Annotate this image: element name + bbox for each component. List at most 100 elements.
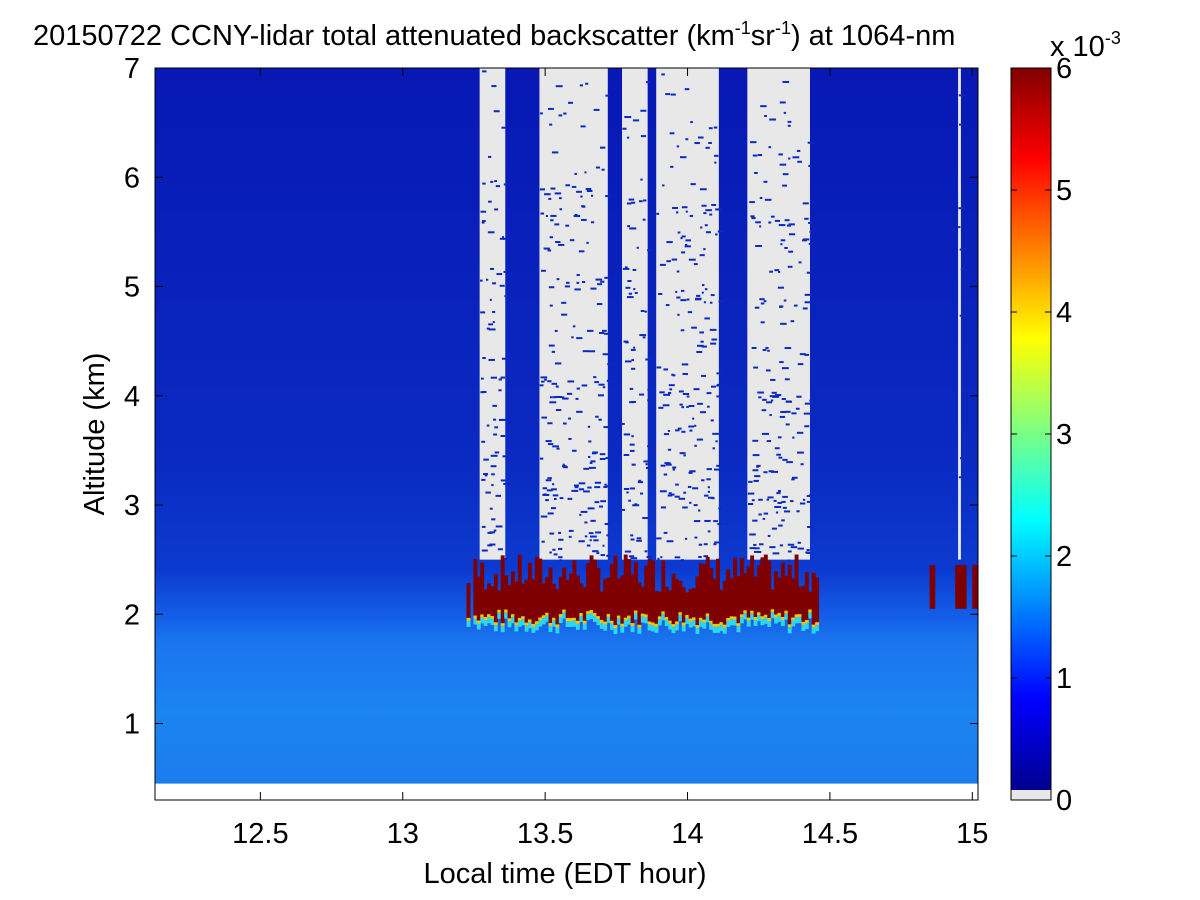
speckle bbox=[591, 194, 594, 197]
speckle bbox=[638, 479, 642, 482]
cloud-halo bbox=[702, 622, 707, 629]
speckle bbox=[540, 515, 548, 518]
cloud-column bbox=[575, 575, 580, 621]
speckle bbox=[590, 221, 595, 224]
speckle bbox=[713, 126, 718, 129]
speckle bbox=[626, 202, 632, 205]
speckle bbox=[491, 85, 497, 88]
cloud-column bbox=[733, 557, 738, 617]
cloud-edge bbox=[767, 617, 772, 621]
speckle bbox=[554, 192, 562, 195]
cloud-halo bbox=[510, 617, 515, 624]
speckle bbox=[562, 463, 565, 466]
speckle bbox=[701, 204, 707, 207]
speckle bbox=[548, 286, 555, 289]
cloud-column bbox=[750, 555, 755, 611]
cloud-halo bbox=[651, 625, 655, 632]
cloud-edge bbox=[466, 617, 471, 621]
speckle bbox=[603, 426, 610, 429]
speckle bbox=[597, 283, 603, 286]
speckle bbox=[625, 360, 632, 363]
cloud-column bbox=[767, 560, 772, 618]
cloud-halo bbox=[750, 613, 755, 620]
cloud-edge bbox=[750, 610, 755, 614]
cloud-halo bbox=[596, 619, 601, 626]
cloud-halo bbox=[794, 617, 799, 624]
speckle bbox=[586, 190, 593, 193]
speckle bbox=[707, 490, 711, 493]
cloud-column bbox=[647, 559, 652, 622]
speckle bbox=[578, 540, 585, 543]
cloud-halo bbox=[808, 612, 813, 619]
speckle bbox=[808, 242, 814, 245]
speckle bbox=[551, 151, 559, 154]
y-tick-label: 5 bbox=[124, 272, 140, 304]
cloud-edge bbox=[743, 610, 748, 614]
speckle bbox=[488, 323, 493, 326]
speckle bbox=[671, 373, 674, 376]
cloud-halo bbox=[504, 612, 509, 619]
cloud-column bbox=[929, 565, 936, 609]
speckle bbox=[545, 440, 552, 443]
speckle bbox=[663, 393, 671, 396]
cloud-halo bbox=[500, 626, 505, 633]
cloud-column bbox=[555, 588, 560, 625]
speckle bbox=[547, 477, 552, 480]
speckle bbox=[490, 267, 494, 270]
speckle bbox=[640, 109, 647, 112]
cloud-edge bbox=[558, 614, 563, 618]
speckle bbox=[959, 314, 965, 317]
speckle bbox=[541, 269, 546, 272]
speckle bbox=[552, 396, 557, 399]
speckle bbox=[703, 248, 706, 251]
cloud-edge bbox=[538, 617, 543, 621]
speckle bbox=[759, 298, 765, 301]
speckle bbox=[590, 519, 596, 522]
speckle bbox=[663, 473, 668, 476]
speckle bbox=[763, 512, 769, 515]
cloud-edge bbox=[668, 620, 673, 624]
speckle bbox=[705, 146, 710, 149]
speckle bbox=[565, 224, 570, 227]
speckle bbox=[680, 299, 687, 302]
speckle bbox=[604, 483, 607, 486]
speckle bbox=[713, 520, 718, 523]
cloud-edge bbox=[548, 622, 553, 626]
speckle bbox=[639, 334, 647, 337]
speckle bbox=[589, 466, 596, 469]
speckle bbox=[685, 373, 689, 376]
cloud-edge bbox=[794, 614, 799, 618]
speckle bbox=[628, 292, 633, 295]
speckle bbox=[796, 510, 800, 513]
speckle bbox=[602, 386, 606, 389]
cloud-edge bbox=[596, 616, 601, 620]
speckle bbox=[492, 321, 495, 324]
speckle bbox=[627, 280, 632, 283]
speckle bbox=[697, 402, 703, 405]
speckle bbox=[701, 284, 705, 287]
cloud-halo bbox=[637, 627, 642, 634]
cloud-halo bbox=[763, 617, 768, 624]
speckle bbox=[786, 461, 793, 464]
speckle bbox=[573, 484, 579, 487]
cloud-column bbox=[565, 579, 570, 619]
speckle bbox=[782, 495, 788, 498]
speckle bbox=[631, 359, 635, 362]
speckle bbox=[682, 506, 688, 509]
speckle bbox=[593, 539, 599, 542]
cloud-halo bbox=[521, 619, 526, 626]
speckle bbox=[718, 300, 726, 303]
cloud-halo bbox=[480, 617, 485, 624]
speckle bbox=[769, 546, 776, 549]
colorbar-tick-label: 0 bbox=[1056, 785, 1072, 817]
speckle bbox=[561, 301, 567, 304]
speckle bbox=[694, 142, 700, 145]
x-tick-label: 15 bbox=[956, 818, 988, 850]
cloud-column bbox=[808, 591, 813, 610]
speckle bbox=[693, 520, 701, 523]
speckle bbox=[493, 529, 497, 532]
cloud-edge bbox=[688, 618, 693, 622]
cloud-column bbox=[729, 577, 734, 617]
speckle bbox=[624, 550, 632, 553]
speckle bbox=[701, 374, 707, 377]
